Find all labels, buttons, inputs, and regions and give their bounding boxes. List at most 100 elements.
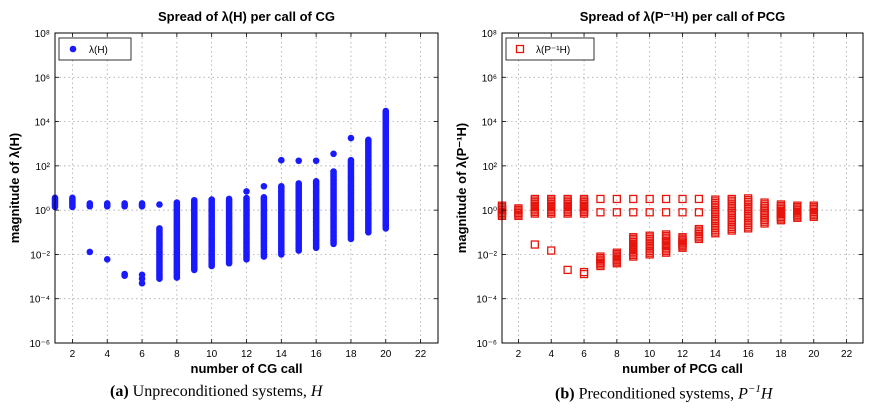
data-point [121, 200, 128, 207]
data-point [629, 233, 638, 242]
data-point [295, 180, 303, 187]
caption-b-math-tail: H [760, 385, 773, 403]
data-point [694, 208, 704, 217]
data-point [243, 188, 250, 195]
y-tick-label: 10⁰ [482, 206, 497, 217]
y-tick-label: 10⁻² [30, 250, 50, 261]
x-tick-label: 12 [241, 349, 253, 360]
caption-b-text: Preconditioned systems, [578, 385, 739, 403]
data-point [694, 194, 704, 204]
legend-label: λ(H) [89, 45, 108, 56]
x-tick-label: 2 [516, 349, 522, 360]
chart-panel-a: 2 4 6 8 10 12 14 16 18 20 22 10⁻⁶ 10⁻⁴ 10⁻² 10⁰ 10² 10⁴ 1… [7, 9, 439, 376]
data-point [678, 208, 687, 217]
chart-title: Spread of λ(H) per call of CG [158, 9, 335, 24]
y-tick-label: 10⁻⁴ [29, 295, 50, 306]
data-point [645, 194, 654, 204]
y-tick-label: 10⁶ [35, 73, 50, 84]
chart-title: Spread of λ(P⁻¹H) per call of PCG [580, 9, 786, 24]
y-tick-label: 10⁻⁴ [476, 295, 497, 306]
x-tick-label: 14 [710, 349, 722, 360]
legend-box [58, 37, 132, 61]
caption-b: (b) Preconditioned systems, P−1H [555, 383, 772, 403]
data-point [629, 194, 638, 204]
data-point [612, 194, 622, 204]
data-point [596, 194, 605, 204]
data-point [208, 196, 215, 203]
data-point [596, 208, 605, 217]
x-tick-label: 16 [743, 349, 755, 360]
y-tick-label: 10⁴ [482, 118, 497, 129]
y-tick-label: 10⁻⁶ [476, 339, 497, 350]
data-point [86, 248, 94, 256]
y-tick-label: 10⁴ [35, 118, 50, 129]
data-point [760, 198, 769, 207]
caption-b-math-sup: −1 [747, 383, 761, 395]
data-point [547, 246, 556, 255]
data-point [330, 168, 337, 175]
x-tick-label: 8 [614, 349, 620, 360]
x-tick-label: 2 [70, 349, 76, 360]
data-point [365, 136, 372, 144]
legend: λ(H) [58, 37, 132, 61]
data-point [312, 178, 320, 185]
caption-a-tag: (a) [110, 383, 129, 400]
x-tick-label: 4 [548, 349, 554, 360]
x-axis-label: number of PCG call [622, 361, 743, 376]
data-point [547, 194, 556, 204]
x-axis-label: number of CG call [191, 361, 303, 376]
data-point [645, 208, 654, 217]
y-tick-label: 10² [36, 162, 51, 173]
y-axis-label: magnitude of λ(H) [7, 133, 22, 244]
data-point [347, 156, 355, 164]
legend-box [505, 37, 595, 61]
data-point [278, 182, 285, 190]
legend: λ(P⁻¹H) [505, 37, 595, 61]
data-point [278, 156, 285, 164]
data-point [173, 199, 181, 206]
x-tick-label: 10 [644, 349, 656, 360]
x-tick-label: 18 [775, 349, 787, 360]
data-point [530, 194, 539, 204]
data-point [776, 200, 786, 209]
data-point [103, 256, 111, 263]
data-point [563, 194, 572, 204]
figure: 2 4 6 8 10 12 14 16 18 20 22 10⁻⁶ 10⁻⁴ 10⁻² 10⁰ 10² 10⁴ 1… [7, 9, 864, 376]
x-tick-label: 22 [415, 349, 427, 360]
data-point [612, 208, 622, 217]
data-point [138, 279, 146, 287]
caption-b-tag: (b) [555, 385, 575, 403]
data-point [743, 194, 753, 203]
x-tick-label: 10 [206, 349, 218, 360]
data-point [579, 267, 589, 277]
data-point [530, 240, 539, 249]
x-tick-label: 22 [841, 349, 853, 360]
data-point [312, 157, 320, 165]
data-point [793, 201, 802, 210]
x-tick-label: 20 [380, 349, 392, 360]
y-tick-label: 10² [483, 162, 498, 173]
caption-a-text: Unpreconditioned systems, [132, 383, 311, 400]
data-point [69, 194, 76, 202]
x-tick-label: 6 [581, 349, 587, 360]
data-point [156, 225, 163, 232]
x-tick-label: 14 [276, 349, 288, 360]
data-point [711, 195, 720, 204]
y-axis-label: magnitude of λ(P⁻¹H) [454, 123, 469, 253]
legend-marker [69, 45, 77, 53]
x-tick-label: 6 [139, 349, 145, 360]
legend-label: λ(P⁻¹H) [536, 45, 570, 56]
y-tick-label: 10⁻⁶ [29, 339, 50, 350]
data-point [156, 201, 163, 208]
data-point [661, 230, 671, 239]
data-point [260, 182, 268, 190]
data-point [121, 270, 128, 278]
data-point [103, 200, 111, 207]
data-point [694, 224, 704, 234]
data-point [295, 157, 303, 165]
data-point [629, 208, 638, 217]
x-tick-label: 20 [808, 349, 820, 360]
data-point [243, 194, 250, 202]
data-point [596, 252, 605, 261]
data-point [260, 194, 268, 201]
